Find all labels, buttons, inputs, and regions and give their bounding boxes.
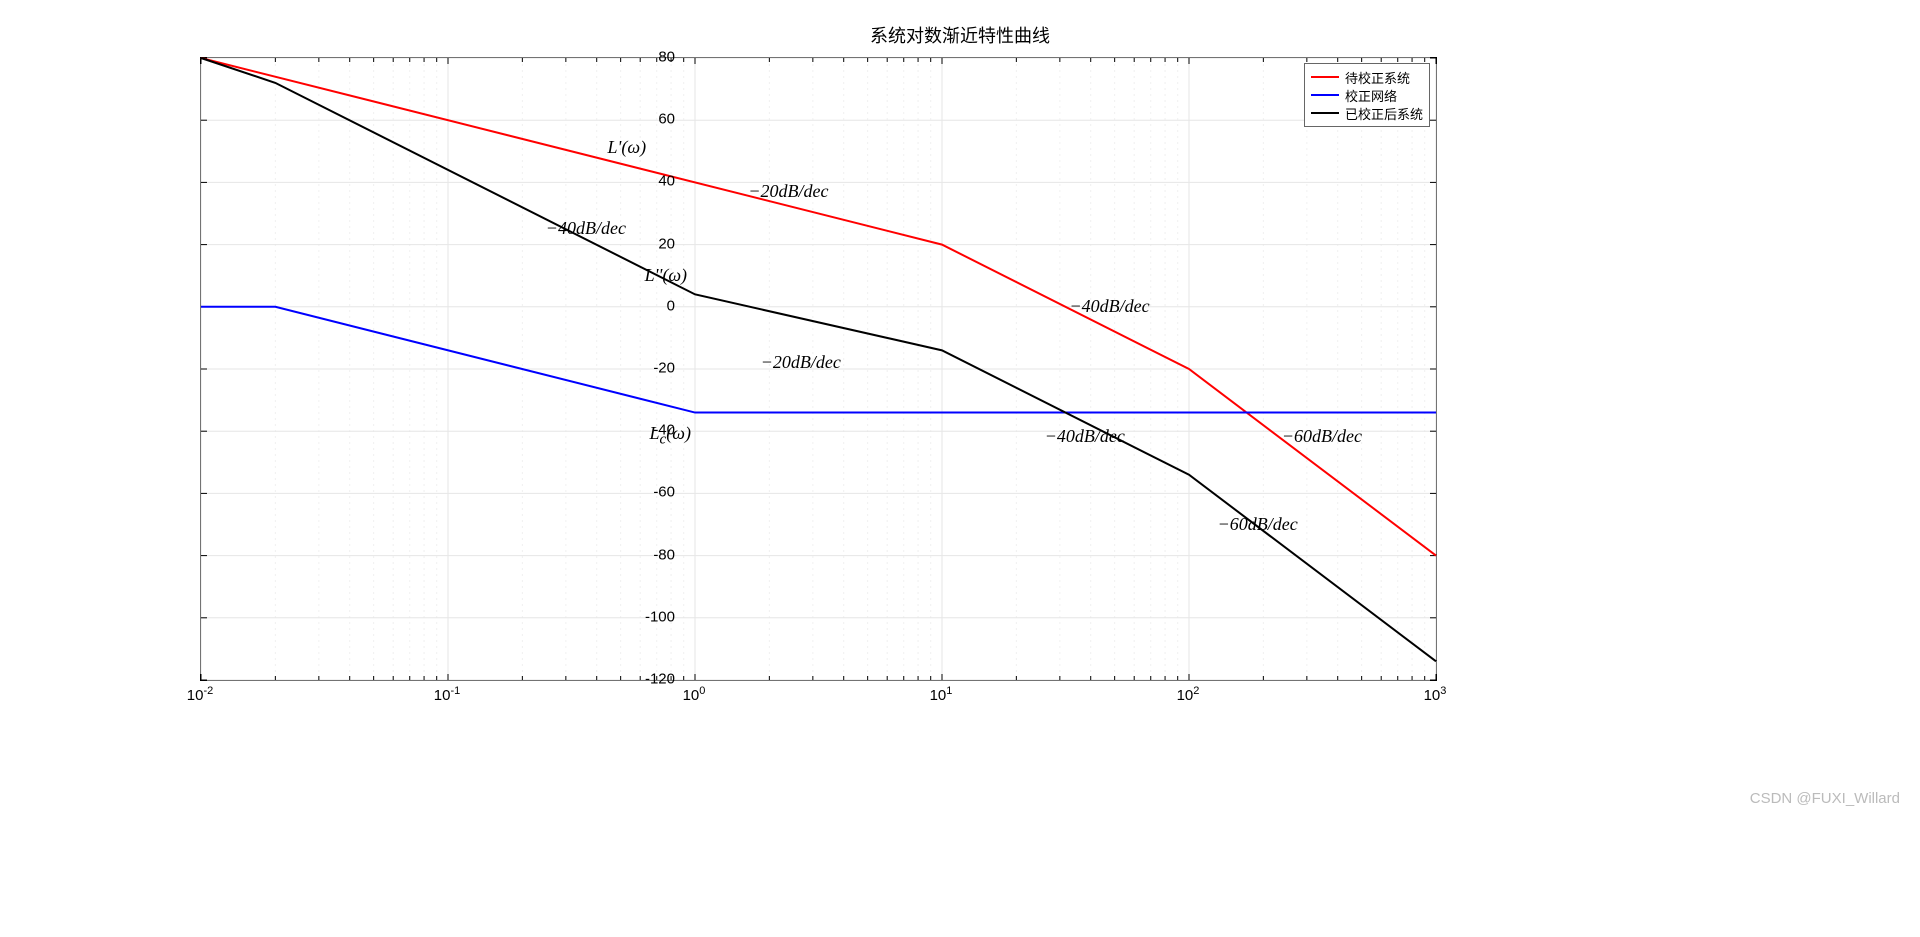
chart-annotation: −20dB/dec xyxy=(761,352,841,373)
y-tick-label: -80 xyxy=(625,546,675,563)
x-tick-label: 10-1 xyxy=(434,685,460,704)
x-tick-label: 100 xyxy=(683,685,706,704)
x-tick-label: 103 xyxy=(1424,685,1447,704)
legend-item: 校正网络 xyxy=(1311,86,1423,104)
legend-item: 待校正系统 xyxy=(1311,68,1423,86)
y-tick-label: 0 xyxy=(625,297,675,314)
legend-swatch xyxy=(1311,94,1339,96)
watermark: CSDN @FUXI_Willard xyxy=(1750,790,1900,807)
chart-annotation: L'(ω) xyxy=(608,137,647,158)
legend: 待校正系统校正网络已校正后系统 xyxy=(1304,63,1430,127)
legend-swatch xyxy=(1311,76,1339,78)
y-tick-label: 20 xyxy=(625,235,675,252)
chart-annotation: L''(ω) xyxy=(645,265,687,286)
legend-label: 待校正系统 xyxy=(1345,68,1410,87)
chart-annotation: −20dB/dec xyxy=(748,181,828,202)
x-tick-label: 10-2 xyxy=(187,685,213,704)
y-tick-label: -100 xyxy=(625,608,675,625)
y-tick-label: -60 xyxy=(625,484,675,501)
y-tick-label: 80 xyxy=(625,49,675,66)
legend-item: 已校正后系统 xyxy=(1311,104,1423,122)
legend-label: 已校正后系统 xyxy=(1345,104,1423,123)
chart-annotation: Lc(ω) xyxy=(650,423,691,449)
chart-container: 系统对数渐近特性曲线 -120-100-80-60-40-20020406080… xyxy=(0,0,1920,937)
chart-annotation: −60dB/dec xyxy=(1282,426,1362,447)
y-tick-label: -20 xyxy=(625,360,675,377)
chart-annotation: −40dB/dec xyxy=(1069,296,1149,317)
x-tick-label: 102 xyxy=(1177,685,1200,704)
y-tick-label: 40 xyxy=(625,173,675,190)
legend-label: 校正网络 xyxy=(1345,86,1397,105)
y-tick-label: 60 xyxy=(625,111,675,128)
chart-annotation: −40dB/dec xyxy=(546,218,626,239)
y-tick-label: -120 xyxy=(625,671,675,688)
chart-title: 系统对数渐近特性曲线 xyxy=(0,22,1920,48)
legend-swatch xyxy=(1311,112,1339,114)
chart-annotation: −40dB/dec xyxy=(1045,426,1125,447)
x-tick-label: 101 xyxy=(930,685,953,704)
chart-annotation: −60dB/dec xyxy=(1218,514,1298,535)
